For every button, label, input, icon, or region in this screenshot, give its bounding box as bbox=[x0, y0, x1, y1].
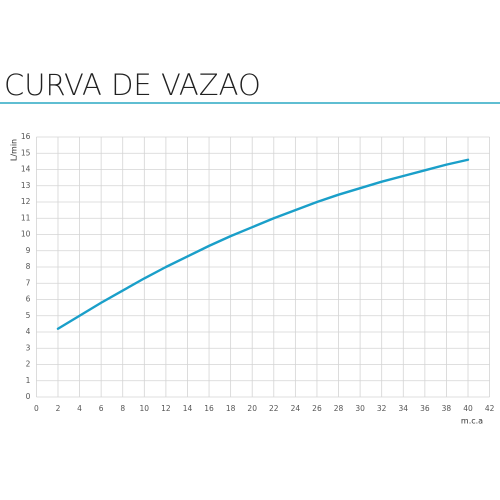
y-tick-label: 5 bbox=[26, 311, 31, 320]
x-tick-label: 12 bbox=[161, 404, 171, 413]
x-tick-label: 28 bbox=[334, 404, 344, 413]
x-tick-label: 36 bbox=[420, 404, 430, 413]
chart-title: CURVA DE VAZAO bbox=[4, 68, 261, 102]
x-tick-label: 26 bbox=[312, 404, 322, 413]
y-tick-label: 16 bbox=[21, 132, 31, 141]
x-tick-label: 4 bbox=[77, 404, 82, 413]
x-tick-label: 34 bbox=[399, 404, 409, 413]
x-tick-label: 20 bbox=[247, 404, 257, 413]
x-tick-label: 10 bbox=[140, 404, 150, 413]
x-tick-label: 18 bbox=[226, 404, 236, 413]
x-tick-label: 14 bbox=[183, 404, 193, 413]
x-tick-label: 2 bbox=[56, 404, 61, 413]
y-tick-label: 0 bbox=[26, 392, 31, 401]
y-tick-label: 1 bbox=[26, 376, 31, 385]
x-tick-label: 40 bbox=[463, 404, 473, 413]
x-tick-label: 0 bbox=[34, 404, 39, 413]
x-tick-label: 6 bbox=[99, 404, 104, 413]
x-tick-label: 24 bbox=[291, 404, 301, 413]
y-tick-label: 3 bbox=[26, 343, 31, 352]
data-line bbox=[56, 158, 470, 330]
x-tick-label: 30 bbox=[355, 404, 365, 413]
y-tick-label: 10 bbox=[21, 230, 31, 239]
y-tick-label: 4 bbox=[26, 327, 31, 336]
x-tick-label: 8 bbox=[120, 404, 125, 413]
y-tick-label: 2 bbox=[26, 360, 31, 369]
x-tick-label: 22 bbox=[269, 404, 279, 413]
y-tick-label: 6 bbox=[26, 295, 31, 304]
x-tick-label: 38 bbox=[442, 404, 452, 413]
y-tick-label: 11 bbox=[21, 213, 31, 222]
y-tick-label: 7 bbox=[26, 278, 31, 287]
y-tick-label: 15 bbox=[21, 148, 31, 157]
y-tick-label: 9 bbox=[26, 246, 31, 255]
y-tick-label: 13 bbox=[21, 181, 31, 190]
x-tick-label: 16 bbox=[204, 404, 214, 413]
x-tick-label: 32 bbox=[377, 404, 387, 413]
y-axis-label: L/min bbox=[10, 139, 19, 161]
x-axis-label: m.c.a bbox=[461, 417, 483, 426]
x-tick-label: 42 bbox=[485, 404, 495, 413]
y-tick-label: 12 bbox=[21, 197, 31, 206]
y-tick-label: 8 bbox=[26, 262, 31, 271]
y-tick-label: 14 bbox=[21, 165, 31, 174]
